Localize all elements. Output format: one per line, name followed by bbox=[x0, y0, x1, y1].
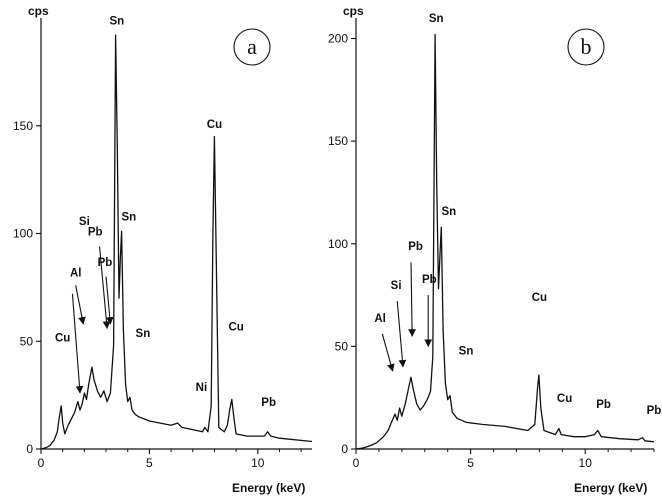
panel-b-pointer-arrow bbox=[396, 301, 407, 368]
panel-b-ticks: 0 50 100 150 200 0 5 10 bbox=[328, 32, 655, 470]
panel-b-pointer-arrow bbox=[381, 333, 395, 372]
panel-b-peak-label: Sn bbox=[429, 13, 444, 25]
panel-b-x-tick-label: 0 bbox=[353, 456, 360, 470]
panel-b-x-tick-label: 5 bbox=[467, 456, 474, 470]
panel-a-peak-label: Pb bbox=[261, 397, 276, 409]
panel-b-peak-labels: Al Si Pb Pb Sn Sn Sn Cu Cu Pb Pb bbox=[374, 13, 661, 417]
panel-a-peak-label: Sn bbox=[136, 328, 151, 340]
panel-b-y-tick-label: 150 bbox=[328, 134, 348, 148]
panel-b-x-tick-label: 10 bbox=[579, 456, 593, 470]
panel-b-peak-label: Pb bbox=[422, 274, 437, 286]
panel-a-ticks: 0 50 100 150 0 5 10 bbox=[13, 119, 302, 470]
panel-b-arrows bbox=[381, 262, 433, 372]
panel-b-y-tick-label: 50 bbox=[335, 339, 349, 353]
panel-a-pointer-arrow bbox=[105, 276, 114, 325]
panel-a-peak-label: Pb bbox=[98, 257, 113, 269]
panel-a-letter-circle bbox=[233, 28, 271, 66]
panel-b-peak-label: Cu bbox=[557, 393, 572, 405]
panel-a-peak-label: Pb bbox=[88, 227, 103, 239]
panel-a-spectrum-line bbox=[40, 34, 313, 450]
panel-b-y-tick-label: 100 bbox=[328, 237, 348, 251]
panel-a-pointer-arrow bbox=[98, 246, 111, 330]
panel-a-y-unit: cps bbox=[28, 4, 49, 18]
panel-a-peak-label: Cu bbox=[207, 119, 222, 131]
panel-b-peak-label: Sn bbox=[459, 346, 474, 358]
panel-a-x-tick-label: 5 bbox=[146, 456, 153, 470]
panel-a-peak-label: Sn bbox=[110, 15, 125, 27]
panel-a-y-tick-label: 150 bbox=[13, 119, 33, 133]
panel-a-y-tick-label: 0 bbox=[26, 442, 33, 456]
panel-b-pointer-arrow bbox=[408, 262, 416, 337]
panel-a-peak-label: Sn bbox=[121, 212, 136, 224]
panel-a-peak-label: Cu bbox=[55, 332, 70, 344]
panel-b-peak-label: Si bbox=[391, 280, 402, 292]
panel-a-y-tick-label: 100 bbox=[13, 227, 33, 241]
panel-a-arrows bbox=[71, 246, 114, 394]
panel-a-peak-label: Cu bbox=[228, 321, 243, 333]
panel-b-peak-label: Pb bbox=[647, 405, 662, 417]
panel-b-y-tick-label: 0 bbox=[341, 442, 348, 456]
panel-a-x-tick-label: 10 bbox=[251, 456, 265, 470]
panel-b-peak-label: Pb bbox=[596, 399, 611, 411]
panel-a-peak-label: Ni bbox=[196, 382, 208, 394]
panel-b-peak-label: Pb bbox=[408, 241, 423, 253]
panel-b-x-unit: Energy (keV) bbox=[574, 481, 647, 495]
panel-a-x-tick-label: 0 bbox=[38, 456, 45, 470]
panel-b-peak-label: Cu bbox=[532, 292, 547, 304]
panel-b-letter-circle bbox=[567, 28, 605, 66]
panel-b-peak-label: Al bbox=[374, 313, 386, 325]
panel-a-y-tick-label: 50 bbox=[20, 334, 34, 348]
panel-a-pointer-arrow bbox=[71, 293, 84, 394]
panel-a-letter: a bbox=[247, 34, 257, 59]
panel-a-peak-label: Si bbox=[79, 216, 90, 228]
panel-a-peak-label: Al bbox=[70, 268, 82, 280]
panel-b-y-unit: cps bbox=[343, 4, 364, 18]
panel-a-x-unit: Energy (keV) bbox=[232, 481, 305, 495]
panel-b-y-tick-label: 200 bbox=[328, 32, 348, 46]
panel-b-letter: b bbox=[581, 34, 592, 59]
panel-a-pointer-arrow bbox=[75, 285, 86, 325]
panel-b-peak-label: Sn bbox=[441, 206, 456, 218]
panel-b-spectrum-line bbox=[355, 33, 655, 450]
